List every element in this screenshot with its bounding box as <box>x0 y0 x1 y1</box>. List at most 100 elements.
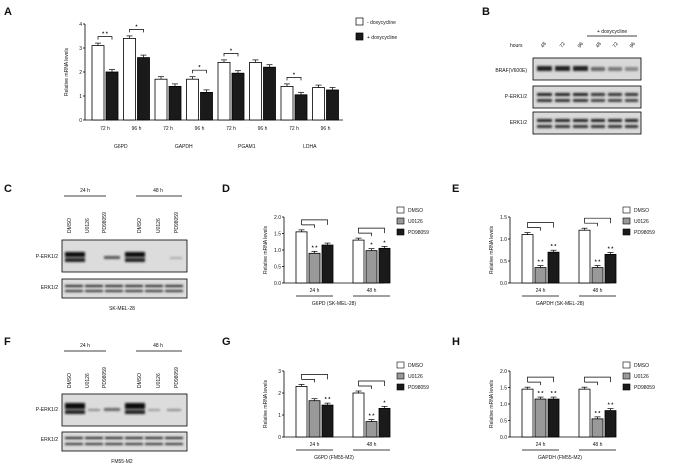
y-axis-label: Relative mRNA levels <box>263 379 269 428</box>
sig-marker: * <box>230 48 233 54</box>
panel-label-e: E <box>452 183 459 195</box>
blot-row-label: ERK1/2 <box>510 120 527 126</box>
bar <box>308 252 321 284</box>
legend-swatch-plus-dox <box>355 32 364 41</box>
sig-bracket <box>358 380 385 386</box>
y-tick-label: 2 <box>278 391 281 397</box>
legend-u0126-label: U0126 <box>408 219 423 225</box>
legend-dmso-label: DMSO <box>634 208 649 214</box>
x-axis-label: GAPDH (SK-MEL-28) <box>536 301 585 307</box>
blot-band <box>125 285 143 287</box>
blot-band <box>125 403 145 409</box>
bar <box>521 388 534 438</box>
blot-band <box>170 257 182 259</box>
lane-label: PD98059 <box>102 367 108 388</box>
legend-dmso-label: DMSO <box>408 208 423 214</box>
legend-swatch-minus-dox <box>355 17 364 26</box>
bar <box>105 71 119 121</box>
blot-band <box>145 443 163 445</box>
gene-label: G6PD <box>114 144 128 150</box>
blot-band <box>608 93 622 96</box>
sig-bracket <box>301 379 315 383</box>
y-tick-label: 0 <box>79 118 82 124</box>
legend-dmso-label: DMSO <box>408 363 423 369</box>
sig-marker: * <box>198 65 201 71</box>
blot-band <box>573 93 588 96</box>
y-tick-label: 0.0 <box>274 281 281 287</box>
blot-band <box>105 290 123 292</box>
bar <box>365 421 378 438</box>
sig-marker: * * <box>102 32 109 38</box>
blot-band <box>555 66 570 71</box>
y-tick-label: 4 <box>79 22 82 28</box>
sig-marker: * * <box>595 260 602 266</box>
legend-swatch-pd <box>622 228 631 236</box>
chart-a: 0 1 2 3 4 Relative mRNA levels 72 h * * 96 h * 72 … <box>64 22 343 150</box>
chart-h: 0.0 0.5 1.0 1.5 2.0 Relative mRNA levels * * * … <box>489 369 617 461</box>
blot-dox-label: + doxycycline <box>597 29 627 35</box>
bar <box>378 247 391 284</box>
sig-marker: * * <box>608 403 615 409</box>
category-label: 24 h <box>310 288 320 294</box>
legend-swatch-u0126 <box>396 217 405 225</box>
legend-swatch-pd <box>622 383 631 391</box>
blot-band <box>555 119 570 122</box>
sig-bracket <box>527 227 541 231</box>
sig-marker: * <box>370 243 373 249</box>
lane-label: PD98059 <box>102 212 108 233</box>
blot-band <box>65 290 83 292</box>
blot-band <box>85 437 103 439</box>
category-label: 24 h <box>536 288 546 294</box>
bar <box>294 94 308 121</box>
lane-label: U0126 <box>85 373 91 388</box>
blot-band <box>125 443 143 445</box>
gene-label: LDHA <box>303 144 317 150</box>
time-label: 96 h <box>132 126 142 132</box>
legend-swatch-dmso <box>396 361 405 369</box>
blot-band <box>65 437 83 439</box>
bar <box>295 385 308 438</box>
bar <box>295 231 308 284</box>
y-tick-label: 0.0 <box>500 435 507 441</box>
bar <box>591 418 604 438</box>
gene-label: GAPDH <box>175 144 193 150</box>
legend-pd-label: PD98059 <box>408 385 429 391</box>
sig-marker: * * <box>595 411 602 417</box>
blot-band <box>65 443 83 445</box>
legend-e: DMSO U0126 PD98059 <box>622 206 655 236</box>
cell-line-label: SK-MEL-28 <box>109 306 135 312</box>
time-label: 72 h <box>163 126 173 132</box>
blot-band <box>85 290 103 292</box>
bar <box>123 38 136 121</box>
lane-label: U0126 <box>85 218 91 233</box>
bar <box>547 251 560 284</box>
blot-bands <box>65 252 183 292</box>
blot-band <box>573 99 588 102</box>
category-label: 24 h <box>310 442 320 448</box>
blot-band <box>591 119 605 122</box>
sig-marker: * * <box>538 260 545 266</box>
sig-bracket <box>358 227 385 234</box>
time-label: 96 h <box>195 126 205 132</box>
legend-u0126-label: U0126 <box>634 219 649 225</box>
bar <box>280 86 294 121</box>
blot-band <box>165 443 183 445</box>
bar <box>578 388 591 438</box>
panel-label-c: C <box>4 183 12 195</box>
bar <box>263 66 276 121</box>
y-axis-label: Relative mRNA levels <box>489 379 495 428</box>
sig-marker: * * <box>369 414 376 420</box>
blot-band <box>167 409 181 411</box>
panel-label-a: A <box>4 6 12 18</box>
legend-u0126-label: U0126 <box>634 374 649 380</box>
y-tick-label: 1 <box>278 413 281 419</box>
bar <box>352 239 365 284</box>
sig-marker: * <box>383 240 386 246</box>
y-tick-label: 1.0 <box>500 402 507 408</box>
y-axis-label: Relative mRNA levels <box>64 47 70 96</box>
y-tick-label: 0.5 <box>274 264 281 270</box>
time-label: 48 h <box>153 343 163 349</box>
sig-marker: * <box>293 72 296 78</box>
bar <box>578 229 591 284</box>
legend-dmso-label: DMSO <box>634 363 649 369</box>
